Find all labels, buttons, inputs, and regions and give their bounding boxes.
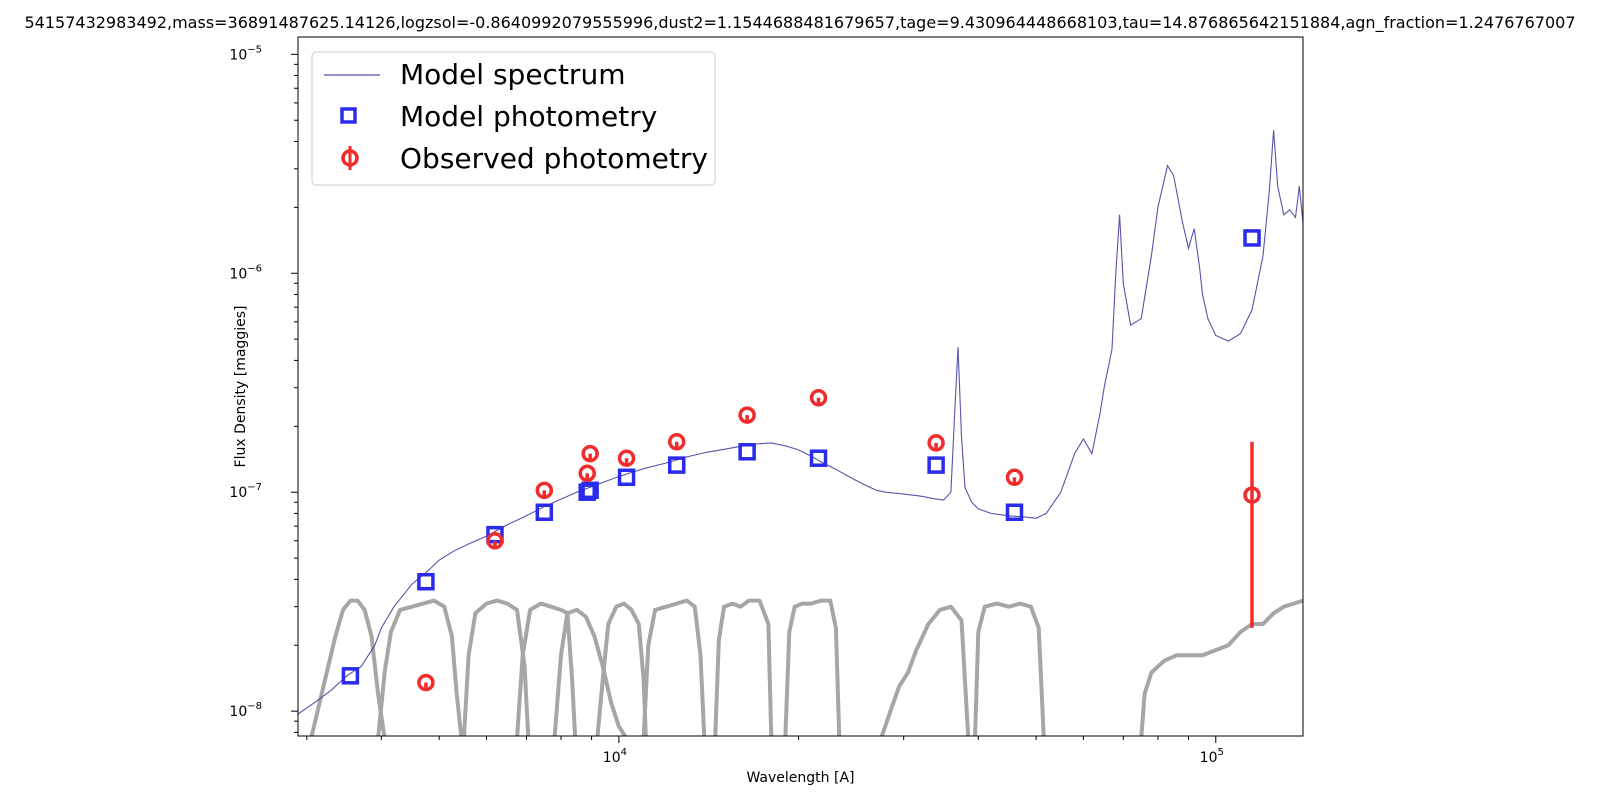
filter-curve-J (641, 598, 707, 736)
plot-frame (297, 36, 1304, 737)
filter-curve-W1 (879, 604, 971, 736)
model-spectrum-line (298, 130, 1303, 715)
x-tick-label: 104 (603, 747, 627, 766)
observed-photometry-point (578, 464, 596, 483)
y-tick-label: 10−6 (229, 263, 262, 282)
filter-curve-H (713, 598, 774, 736)
y-tick-label: 10−8 (229, 701, 262, 720)
filter-curve-Y (595, 601, 648, 736)
model-photometry-point (581, 481, 599, 500)
filter-curve-W2 (973, 601, 1046, 736)
model-photometry-point (927, 456, 945, 474)
observed-photometry-point (667, 433, 686, 451)
model-photometry-point (417, 572, 435, 591)
legend-label-observed: Observed photometry (400, 142, 708, 175)
x-tick-label: 105 (1200, 747, 1224, 766)
filter-curve-u (309, 598, 387, 736)
plot-area (298, 130, 1303, 736)
filter-curve-z (552, 607, 628, 736)
model-photometry-point (578, 483, 596, 501)
y-tick-label: 10−5 (229, 44, 262, 63)
observed-photometry-point (486, 532, 504, 550)
filter-curve-K (783, 598, 842, 736)
filter-curve-i (515, 601, 578, 736)
observed-photometry-point (617, 449, 636, 467)
legend-box (311, 51, 716, 186)
observed-photometry-point (1243, 486, 1261, 504)
y-axis-label: Flux Density [maggies] (233, 306, 249, 468)
model-photometry-point (809, 449, 828, 467)
filter-curve-g (376, 598, 464, 736)
model-photometry-point (667, 456, 686, 474)
observed-photometry-point (417, 673, 435, 692)
legend: Model spectrum Model photometry Observed… (311, 51, 716, 186)
model-photometry-point (617, 468, 636, 487)
y-tick-label: 10−7 (229, 482, 262, 501)
legend-label-model: Model photometry (400, 100, 657, 133)
observed-photometry-point (535, 481, 554, 500)
filter-curve-W3 (1139, 598, 1303, 736)
observed-photometry-point (1005, 468, 1024, 487)
observed-photometry-point (581, 444, 599, 463)
legend-model-swatch (340, 107, 357, 124)
observed-photometry-point (809, 389, 828, 407)
model-photometry-point (1243, 229, 1261, 247)
legend-label-spectrum: Model spectrum (400, 58, 625, 91)
model-photometry-point (535, 503, 554, 521)
observed-photometry-point (738, 406, 756, 424)
model-photometry-point (738, 443, 756, 461)
chart-title: 541574329834​92,mass=36891487625.14126,l… (24, 13, 1575, 33)
model-photometry-point (341, 667, 360, 685)
x-axis-label: Wavelength [A] (746, 770, 854, 786)
model-photometry-point (1005, 503, 1024, 521)
observed-photometry-point (927, 434, 945, 452)
